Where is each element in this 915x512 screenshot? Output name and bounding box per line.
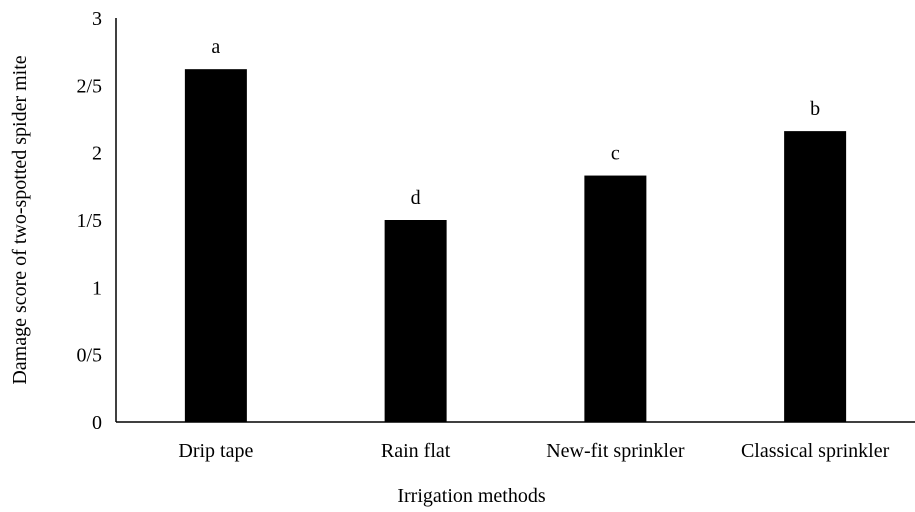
bar	[584, 175, 647, 422]
y-tick-label: 2/5	[76, 75, 102, 97]
y-tick-label: 0/5	[76, 345, 102, 367]
significance-letter: a	[211, 36, 220, 58]
x-axis-categories: Drip tape Rain flat New-fit sprinkler Class…	[178, 440, 889, 462]
category-label: New-fit sprinkler	[546, 440, 685, 462]
category-label: Classical sprinkler	[741, 440, 890, 462]
category-label: Drip tape	[178, 440, 253, 462]
y-tick-label: 1/5	[76, 210, 102, 232]
significance-letter: b	[810, 98, 820, 120]
y-axis-title: Damage score of two-spotted spider mite	[9, 55, 31, 384]
y-axis-ticks: 0 0/5 1 1/5 2 2/5 3	[76, 8, 102, 434]
significance-letter: c	[611, 143, 620, 165]
y-tick-label: 0	[92, 412, 102, 434]
significance-letters: a d c b	[211, 36, 820, 209]
bar	[784, 131, 847, 422]
y-tick-label: 3	[92, 8, 102, 30]
bars	[184, 69, 847, 422]
bar	[184, 69, 247, 422]
y-tick-label: 2	[92, 143, 102, 165]
x-axis-title: Irrigation methods	[397, 485, 546, 507]
bar	[384, 220, 447, 422]
category-label: Rain flat	[381, 440, 451, 462]
y-tick-label: 1	[92, 277, 102, 299]
significance-letter: d	[411, 187, 421, 209]
